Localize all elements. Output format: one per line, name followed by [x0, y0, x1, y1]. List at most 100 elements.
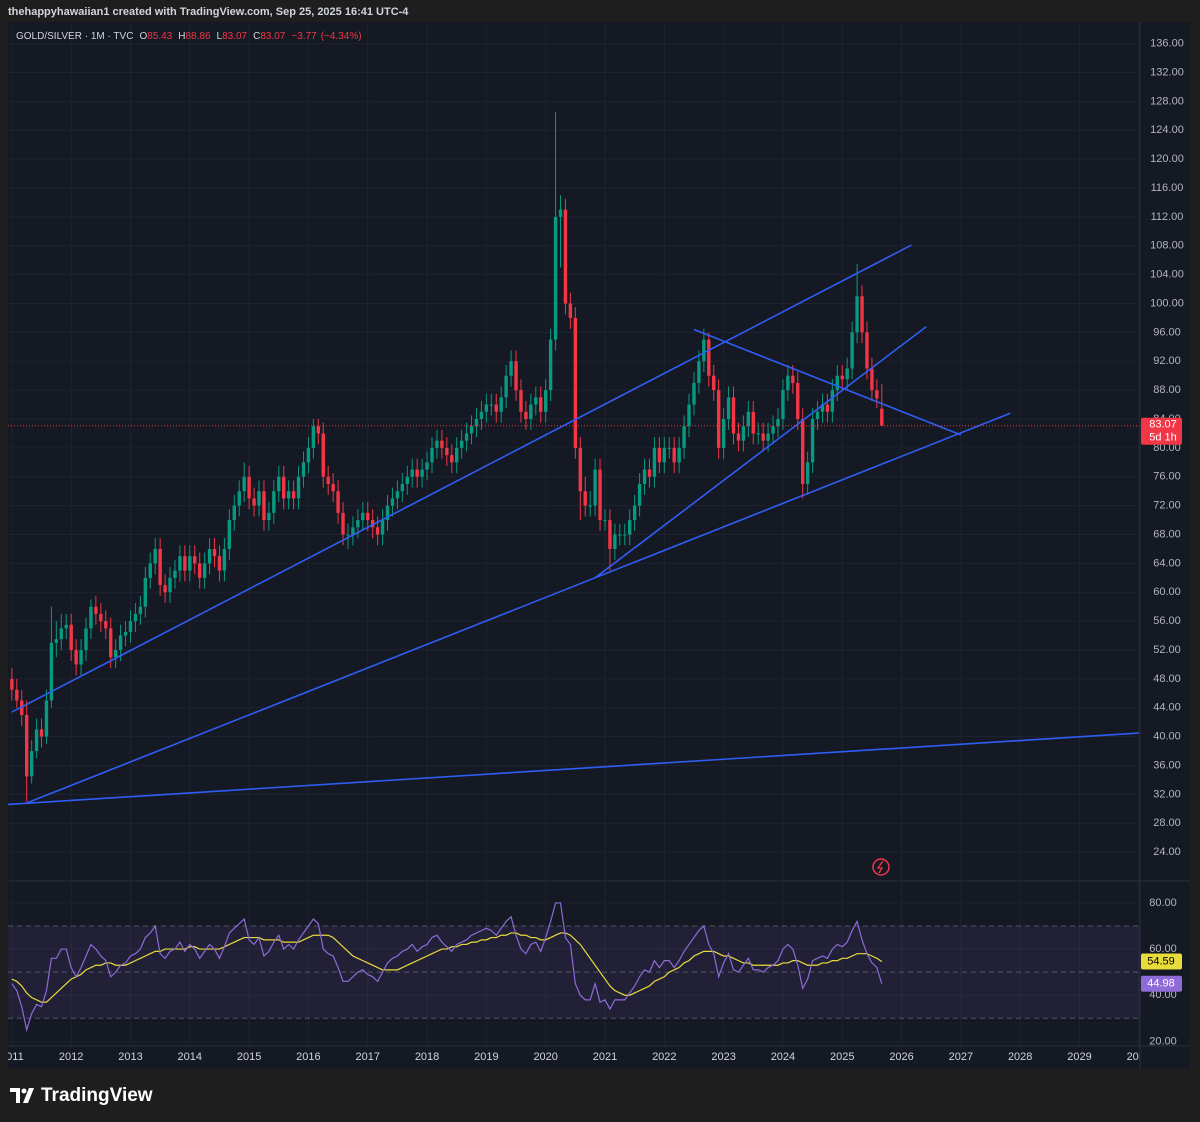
candle-body [682, 426, 686, 448]
y-tick-label: 112.00 [1151, 211, 1184, 223]
candle-body [588, 505, 592, 507]
x-tick-label: 2017 [355, 1051, 379, 1063]
candle-body [875, 390, 879, 399]
x-tick-label: 2018 [415, 1051, 439, 1063]
y-tick-label: 88.00 [1153, 384, 1181, 396]
candle-body [232, 505, 236, 521]
x-tick-label: 2030 [1127, 1051, 1151, 1063]
candle-body [721, 419, 726, 448]
candle-body [64, 624, 68, 629]
candle-body [731, 397, 736, 434]
x-tick-label: 2023 [711, 1051, 735, 1063]
candle-body [39, 729, 44, 737]
candle-body [380, 520, 385, 535]
candle-body [791, 375, 795, 383]
trendline [8, 732, 1139, 806]
candle-body [623, 534, 627, 536]
candle-body [277, 476, 281, 492]
candle-body [143, 577, 148, 607]
candle-body [865, 332, 869, 369]
brand-name: TradingView [41, 1085, 153, 1106]
candle-body [766, 433, 770, 441]
candle-body [628, 520, 632, 535]
candle-body [741, 426, 746, 441]
candle-body [247, 476, 251, 499]
candle-body [712, 375, 716, 391]
ohlc-value: 83.07 [260, 31, 285, 42]
candle-body [445, 447, 449, 456]
candle-body [113, 650, 118, 658]
candle-body [390, 498, 395, 506]
candle-body [568, 303, 573, 318]
x-tick-label: 2014 [178, 1051, 202, 1063]
candle-body [123, 631, 128, 636]
candle-body [366, 512, 370, 521]
candle-body [593, 469, 597, 506]
y-tick-label: 124.00 [1150, 124, 1184, 136]
y-tick-label: 56.00 [1153, 615, 1181, 627]
y-tick-label: 44.00 [1153, 702, 1181, 714]
candle-body [128, 621, 133, 632]
candle-body [850, 332, 854, 369]
candle-body [331, 483, 335, 492]
candle-body [558, 209, 563, 217]
symbol: GOLD/SILVER · 1M · TVC [16, 31, 133, 42]
x-tick-label: 2019 [474, 1051, 498, 1063]
candle-body [237, 491, 241, 506]
candle-body [578, 447, 582, 492]
candle-body [702, 339, 706, 362]
candle-body [356, 520, 360, 528]
candle-body [410, 469, 414, 477]
brand-logo [10, 1088, 34, 1103]
candle-body [420, 469, 424, 477]
rsi-label: 44.98 [1147, 978, 1175, 990]
candle-body [242, 476, 246, 492]
candle-body [484, 404, 489, 412]
candle-body [49, 642, 54, 701]
y-tick-label: 24.00 [1153, 846, 1181, 858]
attribution: thehappyhawaiian1 created with TradingVi… [8, 6, 409, 18]
x-tick-label: 2016 [296, 1051, 320, 1063]
trendline [26, 412, 1011, 804]
candle-body [435, 440, 439, 448]
rsi-tick-label: 80.00 [1149, 897, 1177, 909]
candle-body [583, 491, 587, 506]
candle-body [79, 650, 83, 665]
candle-body [860, 296, 864, 333]
candle-body [272, 491, 276, 513]
candle-body [642, 469, 647, 484]
candle-body [257, 491, 261, 506]
candle-body [776, 419, 780, 427]
y-tick-label: 72.00 [1153, 500, 1181, 512]
candle-body [563, 209, 568, 304]
y-tick-label: 116.00 [1151, 182, 1184, 194]
countdown-label: 5d 1h [1149, 432, 1177, 444]
candle-body [430, 447, 434, 463]
candle-body [395, 491, 400, 499]
candle-body [188, 556, 192, 571]
trendline [594, 325, 927, 579]
candle-body [336, 491, 340, 513]
candle-body [400, 483, 405, 492]
candle-body [69, 624, 73, 651]
candle-body [10, 678, 14, 690]
trendline [693, 328, 962, 436]
y-tick-label: 108.00 [1150, 240, 1184, 252]
candle-body [657, 447, 662, 463]
candle-body [262, 491, 266, 521]
candle-body [89, 606, 93, 629]
candle-body [212, 548, 217, 557]
candle-body [613, 534, 617, 549]
y-tick-label: 80.00 [1153, 442, 1181, 454]
y-tick-label: 100.00 [1150, 297, 1184, 309]
candle-body [267, 512, 271, 521]
candle-body [632, 505, 637, 521]
y-tick-label: 60.00 [1153, 586, 1181, 598]
y-tick-label: 52.00 [1153, 644, 1181, 656]
ohlc-prefix: O [139, 31, 147, 42]
candle-body [183, 556, 187, 571]
candle-body [548, 339, 553, 391]
candle-body [227, 520, 232, 549]
change-percent: (−4.34%) [321, 31, 362, 42]
